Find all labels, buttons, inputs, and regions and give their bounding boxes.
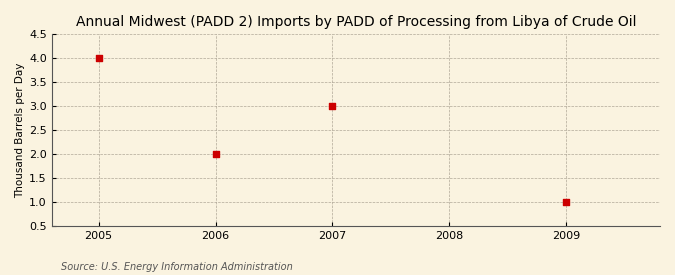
Title: Annual Midwest (PADD 2) Imports by PADD of Processing from Libya of Crude Oil: Annual Midwest (PADD 2) Imports by PADD … <box>76 15 636 29</box>
Point <box>93 56 104 60</box>
Text: Source: U.S. Energy Information Administration: Source: U.S. Energy Information Administ… <box>61 262 292 272</box>
Point <box>210 152 221 156</box>
Point <box>327 104 338 108</box>
Y-axis label: Thousand Barrels per Day: Thousand Barrels per Day <box>15 62 25 198</box>
Point <box>561 200 572 204</box>
